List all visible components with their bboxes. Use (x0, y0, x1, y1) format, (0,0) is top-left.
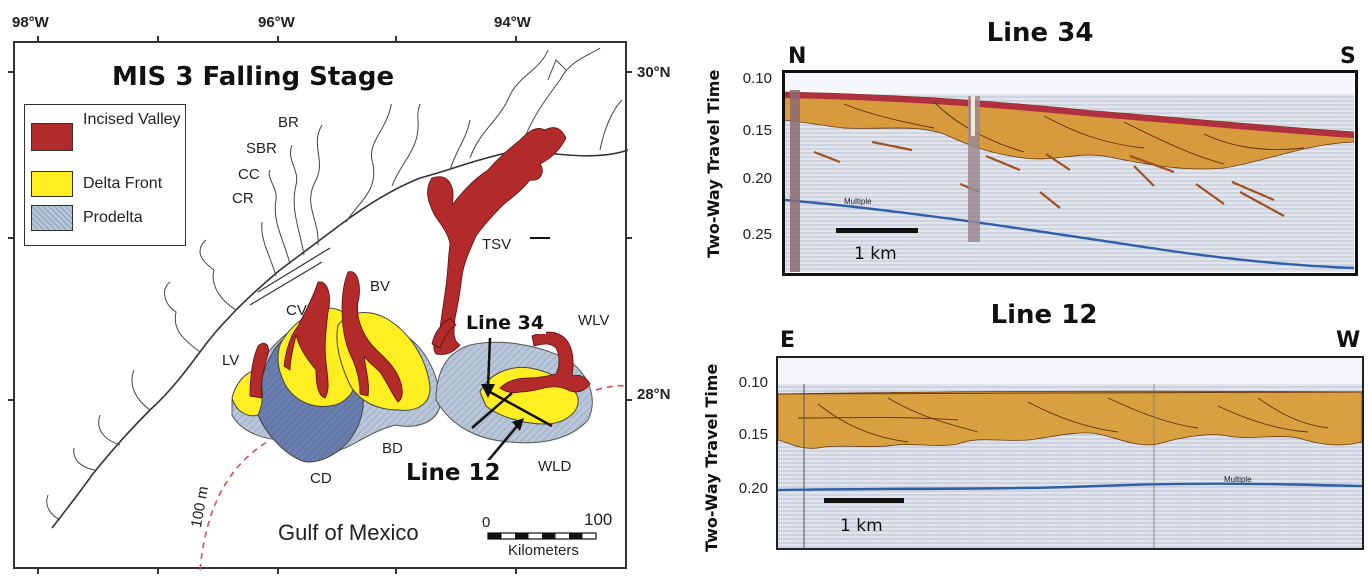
y-tick: 0.15 (742, 122, 772, 139)
longitude-label: 96°W (258, 14, 295, 31)
seismic-image: Multiple (784, 72, 1354, 272)
scale-start: 0 (482, 514, 491, 531)
direction-right: W (1336, 328, 1361, 353)
y-axis-label: Two-Way Travel Time (702, 363, 721, 552)
seismic-section-line-34: Line 34 N S Two-Way Travel Time 0.10 0.1… (700, 0, 1368, 290)
feature-label: CD (310, 470, 332, 487)
line-34-label: Line 34 (464, 312, 547, 334)
legend-label: Prodelta (83, 209, 143, 226)
river-label: CC (238, 166, 260, 183)
incised-valley-bv (341, 271, 403, 403)
line-34-trace (489, 390, 553, 428)
river-label: CR (232, 190, 254, 207)
section-title: Line 12 (990, 300, 1098, 330)
river-label: BR (278, 114, 299, 131)
isobath-line (199, 439, 271, 571)
feature-label: CV (286, 302, 307, 319)
scale-end: 100 (584, 510, 613, 529)
feature-label: TSV (482, 236, 512, 253)
y-tick: 0.20 (742, 170, 772, 187)
section-title: Line 34 (986, 18, 1094, 48)
y-tick: 0.10 (742, 70, 772, 87)
legend-label: Delta Front (83, 175, 163, 192)
latitude-label: 28°N (637, 386, 671, 403)
legend-swatch (31, 205, 73, 231)
coastline (51, 149, 629, 529)
direction-left: E (780, 328, 796, 353)
direction-left: N (788, 44, 807, 69)
y-tick: 0.10 (738, 374, 768, 391)
river-label: SBR (246, 140, 277, 157)
multiple-label: Multiple (1224, 475, 1252, 484)
incised-valley-wlv (499, 331, 591, 394)
y-axis-label: Two-Way Travel Time (704, 69, 723, 258)
map-panel: 98°W 96°W 94°W 30°N 28°N (8, 14, 671, 574)
feature-label: LV (222, 352, 240, 369)
map-scale-bar (487, 532, 597, 540)
scale-bar-label: 1 km (840, 516, 883, 536)
legend: Incised Valley Delta Front Prodelta (24, 104, 186, 246)
y-tick: 0.25 (742, 226, 772, 243)
line-12-label: Line 12 (404, 460, 503, 486)
multiple-label: Multiple (844, 197, 872, 206)
y-tick: 0.20 (738, 480, 768, 497)
y-tick: 0.15 (738, 426, 768, 443)
legend-swatch (31, 171, 73, 197)
map-title-box: MIS 3 Falling Stage (24, 50, 464, 104)
latitude-label: 30°N (637, 64, 671, 81)
scale-bar-label: 1 km (854, 244, 897, 264)
direction-right: S (1340, 44, 1356, 69)
feature-label: WLV (578, 312, 610, 329)
gulf-label: Gulf of Mexico (278, 520, 419, 545)
incised-valley-lv (249, 342, 269, 399)
incised-valley-cv (283, 281, 330, 399)
section-frame (782, 70, 1358, 276)
feature-label: BD (382, 440, 403, 457)
map-title: MIS 3 Falling Stage (112, 62, 395, 92)
feature-label: BV (370, 278, 391, 295)
longitude-label: 98°W (12, 14, 49, 31)
line-12-trace (471, 392, 513, 429)
section-frame (776, 356, 1364, 550)
seismic-image: Multiple (778, 358, 1362, 548)
feature-label: WLD (538, 458, 572, 475)
legend-swatch (31, 123, 73, 151)
scale-unit: Kilometers (508, 542, 579, 559)
seismic-section-line-12: Line 12 E W Two-Way Travel Time 0.10 0.1… (700, 290, 1368, 581)
legend-label: Incised Valley (83, 111, 181, 128)
longitude-label: 94°W (494, 14, 531, 31)
